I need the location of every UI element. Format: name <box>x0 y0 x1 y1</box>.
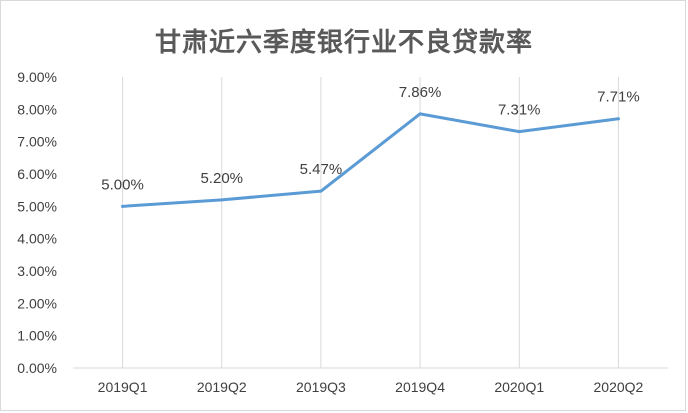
x-tick-label: 2019Q4 <box>395 379 445 395</box>
data-label: 5.47% <box>300 161 343 178</box>
data-label: 7.86% <box>399 84 442 101</box>
y-tick-label: 2.00% <box>17 295 57 311</box>
data-point <box>517 130 521 134</box>
x-tick-label: 2019Q2 <box>197 379 247 395</box>
data-point <box>418 112 422 116</box>
x-tick-label: 2020Q2 <box>594 379 644 395</box>
y-axis-tick-labels: 0.00% 1.00% 2.00% 3.00% 4.00% 5.00% 6.00% 7.00%… <box>17 69 57 376</box>
x-axis-tick-labels: 2019Q1 2019Q2 2019Q3 2019Q4 2020Q1 2020Q2 <box>98 379 644 395</box>
grid-lines <box>122 77 619 368</box>
y-tick-label: 5.00% <box>17 198 57 214</box>
y-tick-label: 9.00% <box>17 69 57 85</box>
chart-title: 甘肃近六季度银行业不良贷款率 <box>154 28 533 58</box>
data-label: 7.71% <box>597 89 640 106</box>
y-tick-label: 6.00% <box>17 166 57 182</box>
data-label: 5.00% <box>101 176 144 193</box>
y-tick-label: 3.00% <box>17 263 57 279</box>
x-tick-label: 2020Q1 <box>494 379 544 395</box>
data-labels: 5.00% 5.20% 5.47% 7.86% 7.31% 7.71% <box>101 84 639 193</box>
data-point <box>121 204 125 208</box>
y-tick-label: 8.00% <box>17 101 57 117</box>
y-tick-label: 4.00% <box>17 231 57 247</box>
y-tick-label: 0.00% <box>17 360 57 376</box>
series-line <box>121 112 620 208</box>
data-label: 5.20% <box>200 170 243 187</box>
y-tick-label: 1.00% <box>17 328 57 344</box>
x-tick-label: 2019Q1 <box>98 379 148 395</box>
data-label: 7.31% <box>498 102 541 119</box>
data-point <box>220 198 224 202</box>
series-line-path <box>121 112 620 208</box>
y-tick-label: 7.00% <box>17 134 57 150</box>
x-tick-label: 2019Q3 <box>296 379 346 395</box>
data-point <box>616 117 620 121</box>
data-point <box>319 189 323 193</box>
